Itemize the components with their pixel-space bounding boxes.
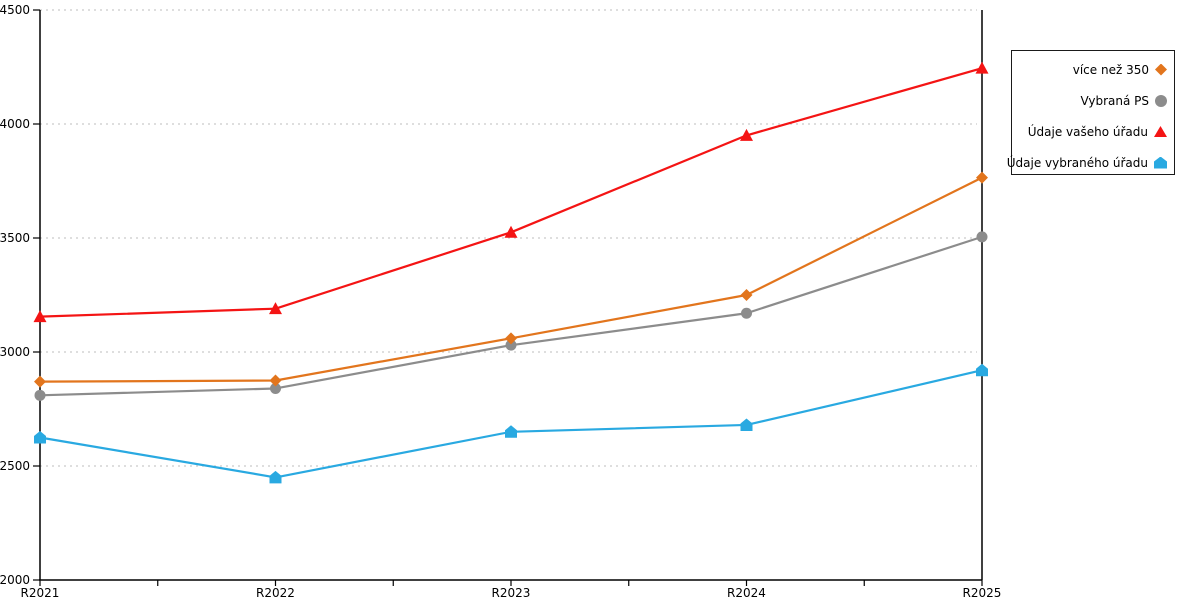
x-tick-label: R2021: [21, 586, 60, 600]
legend-item-label: Vybraná PS: [1080, 93, 1149, 108]
y-tick-label: 3500: [0, 231, 30, 245]
triangle-marker-icon: [269, 302, 282, 315]
series-line-triangle: [38, 67, 984, 318]
series-line-circle: [38, 235, 984, 397]
triangle-marker-icon: [975, 61, 989, 74]
triangle-marker-icon: [1154, 126, 1167, 137]
series-line-pentagon: [38, 369, 984, 479]
circle-marker-icon: [505, 339, 517, 351]
legend-item: Údaje vybraného úřadu: [1007, 147, 1174, 178]
diamond-marker-icon: [505, 332, 517, 345]
circle-marker-icon: [976, 231, 988, 243]
y-tick-label: 4500: [0, 3, 30, 17]
diamond-marker-icon: [740, 289, 753, 301]
triangle-marker-icon: [33, 310, 47, 323]
y-tick-label: 3000: [0, 345, 30, 359]
pentagon-marker-icon: [505, 425, 517, 438]
circle-marker-icon: [1155, 94, 1167, 107]
pentagon-marker-icon: [1154, 156, 1167, 169]
pentagon-marker-icon: [34, 431, 46, 444]
legend-item: Údaje vašeho úřadu: [1012, 116, 1174, 147]
legend-item: více než 350: [1012, 54, 1174, 85]
legend-item: Vybraná PS: [1012, 85, 1174, 116]
legend: více než 350 Vybraná PS Údaje vašeho úřa…: [1007, 50, 1175, 178]
pentagon-marker-icon: [269, 470, 282, 484]
circle-marker-icon: [270, 382, 281, 394]
legend-item-label: více než 350: [1072, 62, 1149, 77]
legend-item-label: Údaje vybraného úřadu: [1006, 155, 1148, 170]
circle-marker-icon: [741, 307, 752, 319]
x-tick-label: R2024: [727, 586, 766, 600]
x-tick-label: R2023: [492, 586, 531, 600]
series-line-diamond: [38, 176, 984, 383]
y-tick-label: 2500: [0, 459, 30, 473]
diamond-marker-icon: [269, 374, 282, 387]
x-tick-label: R2022: [256, 586, 295, 600]
circle-marker-icon: [34, 389, 46, 401]
triangle-marker-icon: [504, 225, 518, 238]
pentagon-marker-icon: [976, 363, 988, 377]
pentagon-marker-icon: [740, 418, 753, 431]
y-tick-label: 4000: [0, 117, 30, 131]
x-tick-label: R2025: [963, 586, 1002, 600]
diamond-marker-icon: [34, 375, 46, 388]
diamond-marker-icon: [976, 171, 988, 184]
diamond-marker-icon: [1155, 63, 1167, 76]
triangle-marker-icon: [740, 128, 753, 141]
legend-item-label: Údaje vašeho úřadu: [1027, 124, 1148, 139]
y-tick-label: 2000: [0, 573, 30, 587]
